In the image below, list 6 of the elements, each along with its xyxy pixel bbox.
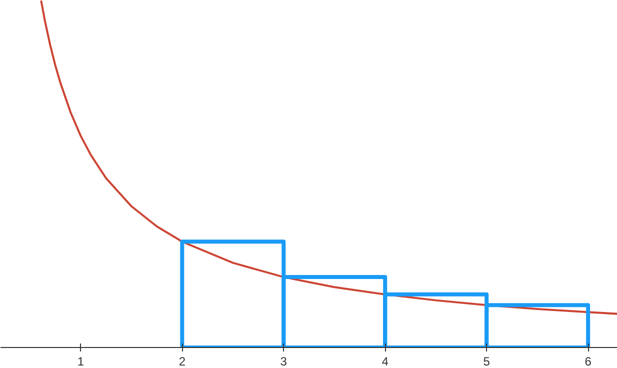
x-tick-label: 1 [77,354,84,368]
x-tick-label: 3 [280,354,288,368]
x-tick-label: 4 [382,354,389,368]
x-tick-label: 5 [483,354,490,368]
x-tick-label: 6 [584,354,592,368]
x-tick-label: 2 [178,354,186,368]
